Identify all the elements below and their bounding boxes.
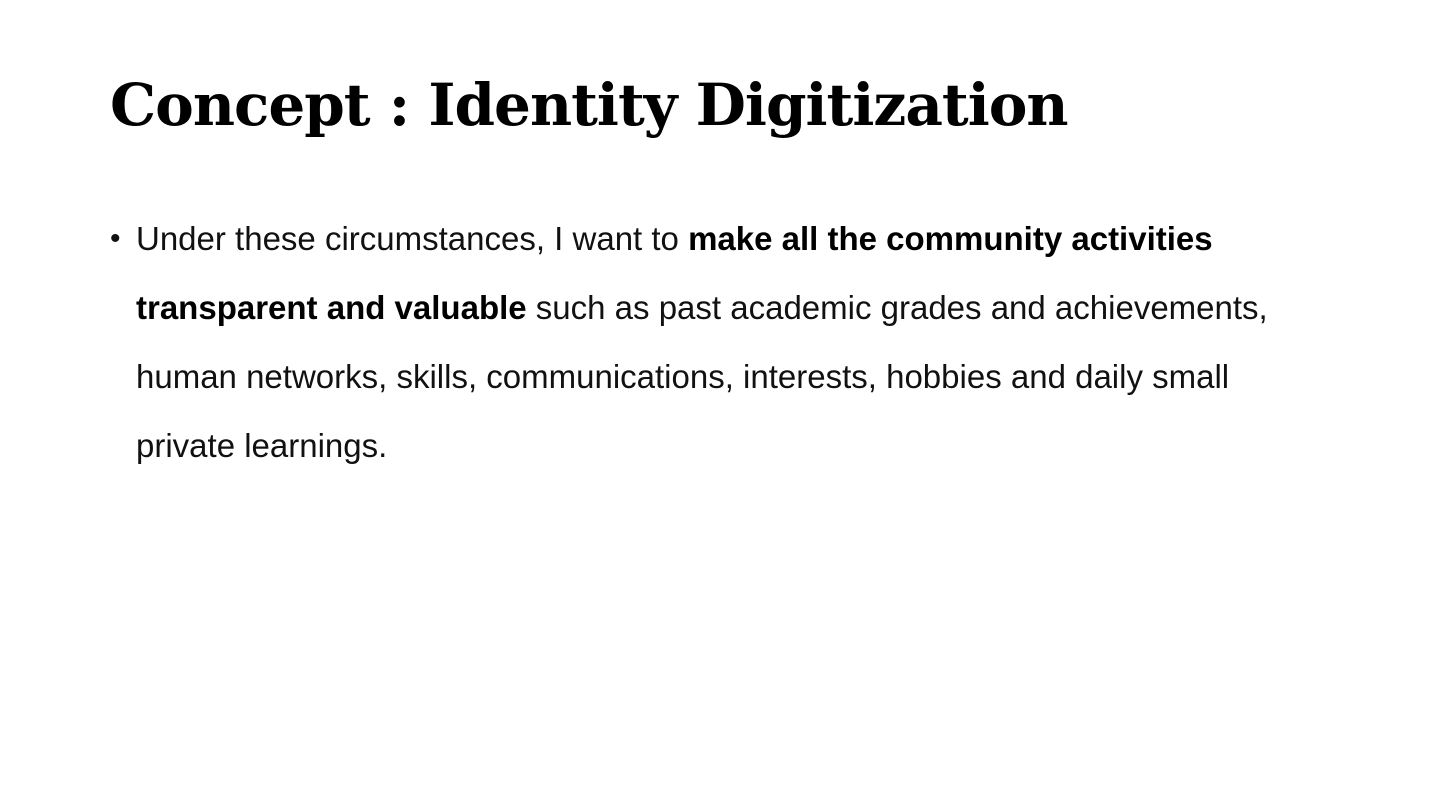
bullet-item: • Under these circumstances, I want to m… [110,204,1330,480]
bullet-text-before: Under these circumstances, I want to [136,220,689,257]
bullet-list: • Under these circumstances, I want to m… [110,204,1330,480]
slide-title: Concept : Identity Digitization [110,71,1069,139]
bullet-text-after: such as past academic grades and achieve… [136,289,1268,464]
bullet-marker: • [110,222,121,255]
bullet-text-bold: make all the community activities transp… [136,220,1213,326]
